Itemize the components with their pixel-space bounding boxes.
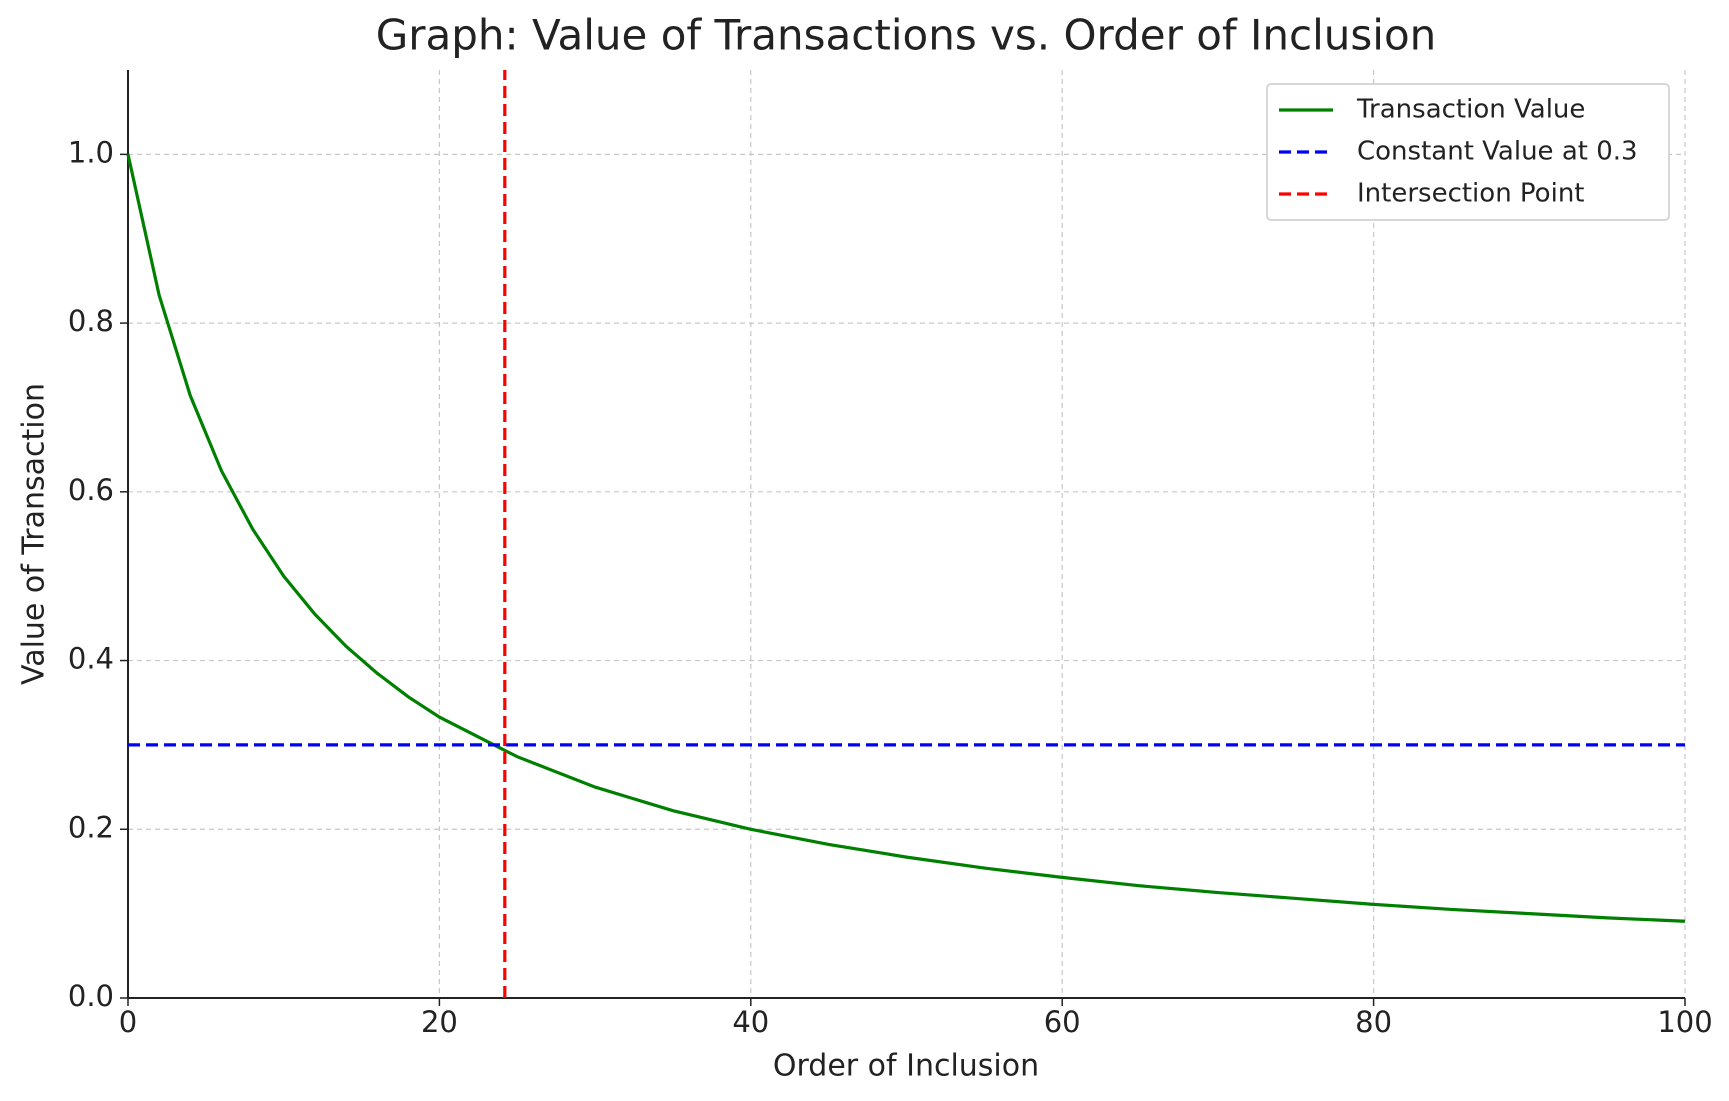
chart-title: Graph: Value of Transactions vs. Order o… bbox=[376, 11, 1437, 60]
x-tick-label: 100 bbox=[1657, 1005, 1712, 1039]
y-tick-label: 1.0 bbox=[68, 135, 114, 169]
x-tick-label: 0 bbox=[119, 1005, 137, 1039]
x-tick-label: 40 bbox=[732, 1005, 769, 1039]
x-tick-label: 60 bbox=[1044, 1005, 1081, 1039]
series-line bbox=[126, 154, 1686, 923]
legend-box bbox=[1266, 83, 1670, 221]
y-tick-label: 0.8 bbox=[68, 304, 114, 338]
y-axis-label: Value of Transaction bbox=[17, 383, 52, 685]
legend-label: Intersection Point bbox=[1357, 179, 1585, 209]
y-tick-label: 0.6 bbox=[68, 473, 114, 507]
x-axis-label: Order of Inclusion bbox=[773, 1049, 1039, 1084]
x-tick-label: 80 bbox=[1355, 1005, 1392, 1039]
legend-label: Transaction Value bbox=[1356, 95, 1585, 125]
x-tick-label: 20 bbox=[421, 1005, 458, 1039]
y-tick-label: 0.2 bbox=[68, 810, 114, 844]
legend: Transaction Value Constant Value at 0.3 In… bbox=[1266, 83, 1670, 221]
legend-label: Constant Value at 0.3 bbox=[1357, 137, 1638, 167]
y-tick-label: 0.0 bbox=[68, 979, 114, 1013]
y-tick-label: 0.4 bbox=[68, 642, 114, 676]
